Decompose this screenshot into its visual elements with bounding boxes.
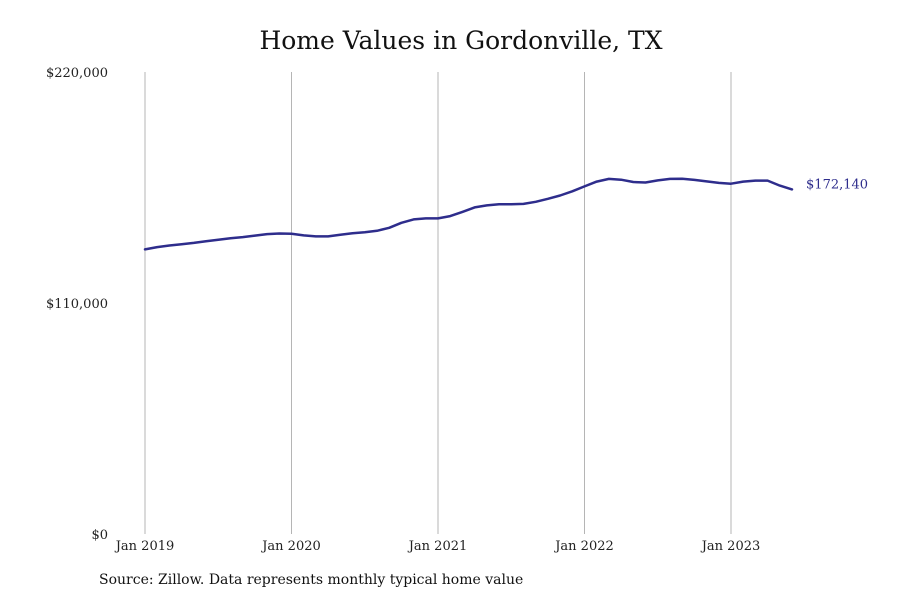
x-tick-label: Jan 2022	[553, 539, 614, 554]
x-tick-label: Jan 2019	[114, 539, 175, 554]
y-tick-label: $110,000	[46, 297, 108, 312]
x-tick-label: Jan 2023	[700, 539, 761, 554]
chart-title: Home Values in Gordonville, TX	[259, 26, 663, 55]
series-line	[143, 177, 794, 251]
end-value-label: $172,140	[806, 177, 868, 192]
y-tick-label: $220,000	[46, 66, 108, 81]
y-tick-label: $0	[91, 528, 108, 543]
x-gridlines	[144, 72, 732, 534]
x-tick-label: Jan 2020	[260, 539, 321, 554]
x-tick-label: Jan 2021	[407, 539, 468, 554]
source-note: Source: Zillow. Data represents monthly …	[99, 572, 524, 588]
